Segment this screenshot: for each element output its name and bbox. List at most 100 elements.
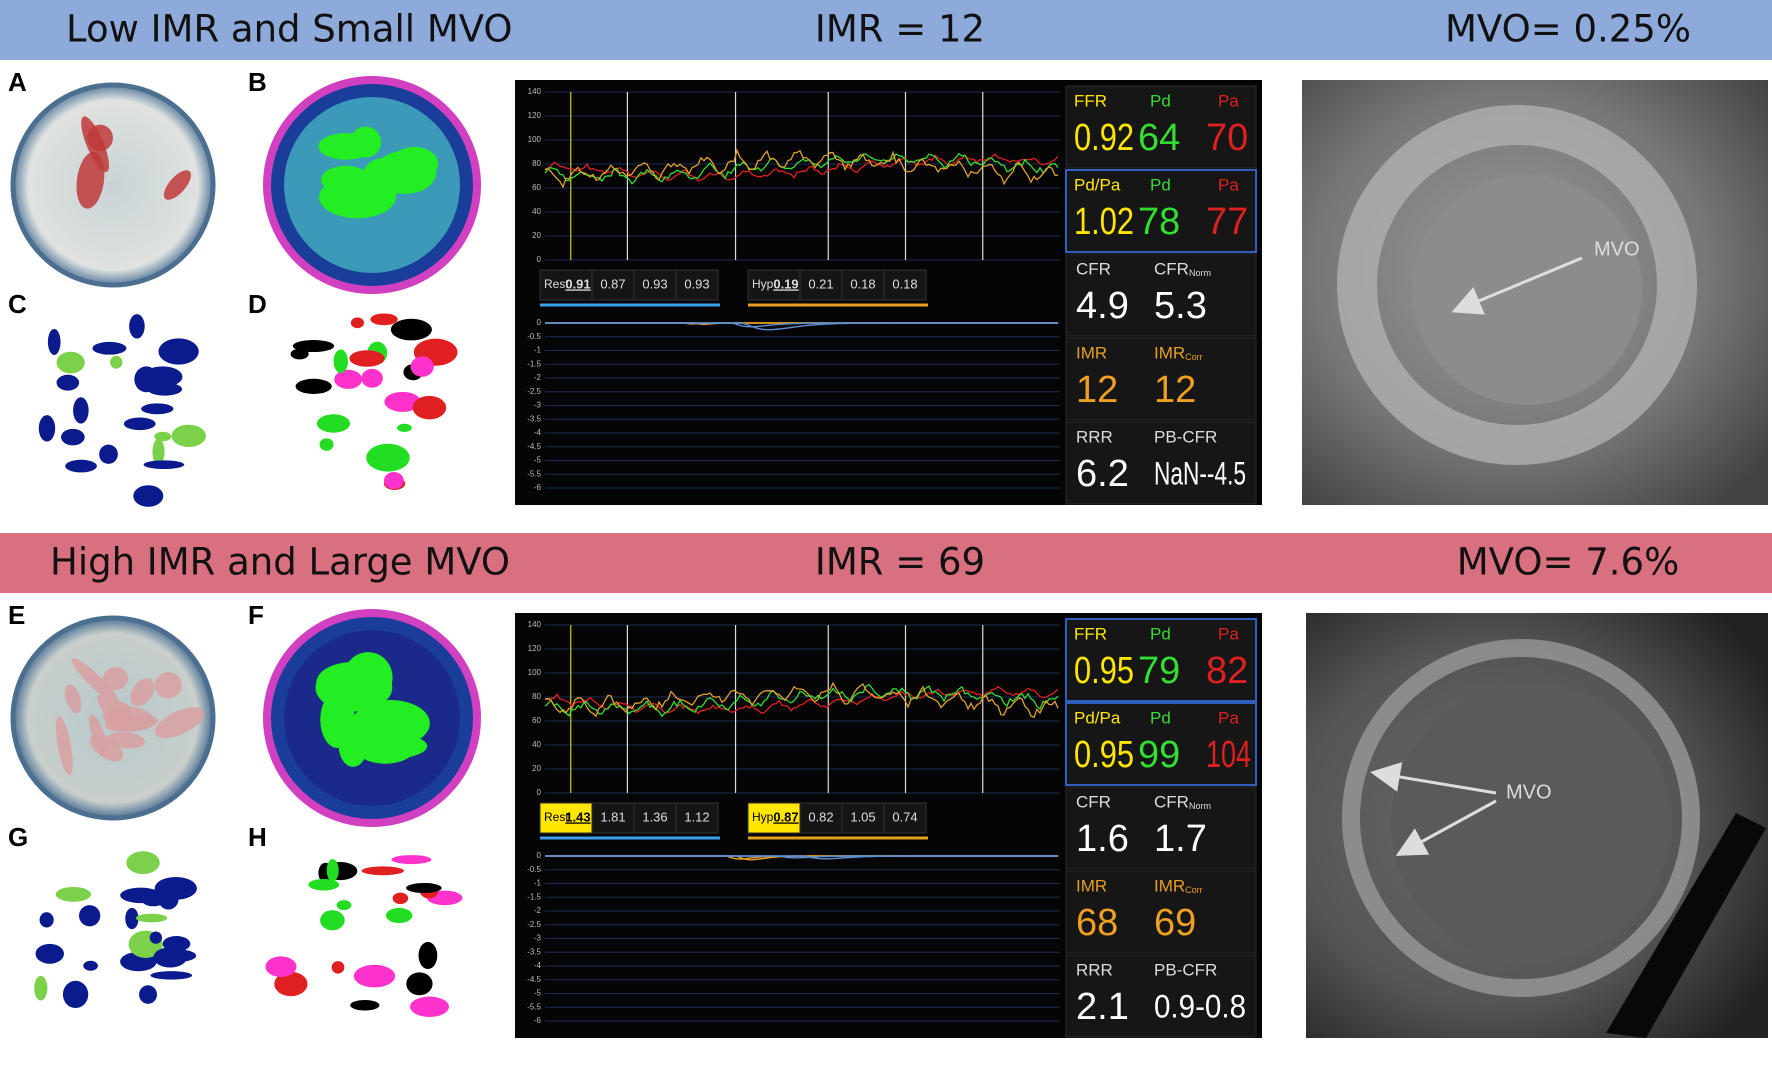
y-tick-label: 0 [537, 788, 542, 797]
readout-box [1065, 253, 1257, 337]
segment [338, 724, 368, 767]
cell-value: 0.18 [892, 276, 917, 291]
thermo-curve [545, 322, 1058, 331]
cell [883, 269, 927, 301]
readout-value: 5.3 [1154, 285, 1207, 327]
segment-patch [129, 314, 145, 339]
y-tick-label: -1 [534, 879, 542, 888]
banner-title: Low IMR and Small MVO [66, 8, 513, 51]
readout-value: 2.1 [1076, 986, 1129, 1028]
banner-mvo: MVO= 7.6% [1457, 541, 1679, 584]
y-tick-label: -1.5 [527, 892, 541, 901]
y-tick-label: 100 [528, 668, 542, 677]
segment-patch [56, 374, 80, 391]
readout-label-sub: Norm [1189, 801, 1211, 811]
segment-patch [133, 485, 164, 507]
pressure-trace [544, 683, 1059, 718]
readout-value: 6.2 [1076, 453, 1129, 495]
panel-letter: E [8, 600, 25, 630]
cell-label: Rest [544, 810, 569, 824]
y-tick-label: -3 [534, 934, 542, 943]
panel-letter: G [8, 822, 28, 852]
segment-patch [73, 397, 89, 424]
tissue [106, 731, 146, 749]
segment-patch [265, 956, 297, 977]
cell-value: 1.05 [850, 809, 875, 824]
y-tick-label: -0.5 [527, 865, 541, 874]
y-tick-label: 120 [528, 111, 542, 120]
segment-patch [47, 328, 61, 355]
readout-value: 99 [1138, 734, 1180, 776]
segment-patch [62, 980, 89, 1009]
segment-patch [135, 913, 168, 923]
cell-value: 1.81 [600, 809, 625, 824]
cell [841, 269, 885, 301]
segment-patch [171, 424, 206, 447]
y-tick-label: -4 [534, 428, 542, 437]
tissue [76, 151, 105, 209]
segment [343, 652, 393, 703]
readout-label: IMR [1076, 876, 1107, 895]
readout-label: Pa [1218, 708, 1239, 727]
segment-patch [55, 886, 92, 902]
tissue [71, 658, 120, 705]
thermo-curve [545, 855, 1058, 860]
segment-patch [158, 889, 179, 910]
banner-imr: IMR = 69 [815, 541, 985, 584]
readout-label: CFR [1076, 792, 1111, 811]
y-tick-label: -4 [534, 961, 542, 970]
segment-patch [353, 964, 396, 988]
readout-box [1065, 786, 1257, 870]
tissue [163, 170, 192, 200]
readout-value: 69 [1154, 902, 1196, 944]
readout-label: Pd/Pa [1074, 175, 1121, 194]
cell-value: 0.82 [808, 809, 833, 824]
cell-value: 0.18 [850, 276, 875, 291]
panel-row: Low IMR and Small MVO IMR = 12 MVO= 0.25% A… [0, 0, 1772, 507]
cell [633, 269, 677, 301]
readout-value: 70 [1206, 117, 1248, 159]
readout-box [1065, 954, 1257, 1038]
y-tick-label: 60 [532, 716, 541, 725]
segment-patch [110, 355, 123, 369]
tissue [55, 716, 73, 776]
panel-letter: B [248, 67, 267, 97]
readout-label: Pd [1150, 91, 1171, 110]
cell-value: 0.19 [773, 276, 798, 291]
cell-value: 0.74 [892, 809, 917, 824]
readout-label: CFR [1076, 259, 1111, 278]
cell-label: Hyp [752, 810, 774, 824]
segment-patch [153, 947, 187, 968]
readout-label: RRR [1076, 960, 1113, 979]
cell [747, 269, 801, 301]
banner-imr: IMR = 12 [815, 8, 985, 51]
readout-label: Pa [1218, 624, 1239, 643]
cell-value: 1.36 [642, 809, 667, 824]
segment-patch [38, 415, 56, 442]
readout-value: NaN--4.5 [1154, 455, 1246, 491]
segment-patch [290, 348, 309, 360]
pressure-trace [544, 152, 1059, 185]
readout-label: Pd [1150, 708, 1171, 727]
readout-value: 1.02 [1074, 201, 1134, 243]
readout-box [1065, 702, 1257, 786]
readout-label: Pa [1218, 91, 1239, 110]
y-tick-label: 20 [532, 231, 541, 240]
cell-value: 0.21 [808, 276, 833, 291]
segment-patch [134, 366, 159, 393]
segment-patch [99, 444, 118, 464]
readout-label: Pd [1150, 175, 1171, 194]
cell [883, 802, 927, 834]
mri-arrow [1395, 799, 1497, 856]
readout-box [1065, 337, 1257, 421]
readout-label: RRR [1076, 427, 1113, 446]
segment-patch [141, 403, 174, 415]
segment-patch [83, 960, 98, 971]
pressure-trace [544, 685, 1059, 715]
segment-patch [370, 313, 398, 326]
panel-letter: F [248, 600, 264, 630]
segment [351, 700, 430, 747]
cell-value: 1.12 [684, 809, 709, 824]
cell-value: 1.43 [565, 809, 590, 824]
